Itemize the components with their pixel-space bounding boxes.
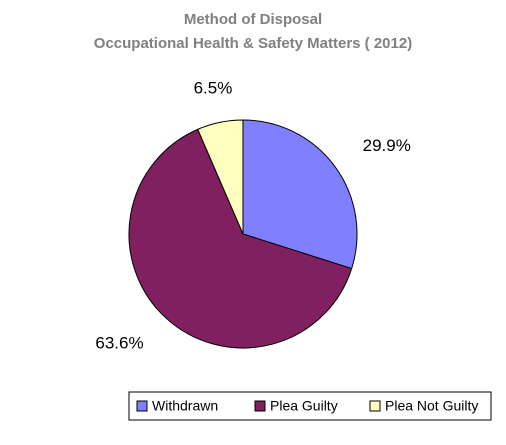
legend-swatch <box>254 400 266 412</box>
legend-label: Withdrawn <box>152 398 218 414</box>
legend-swatch <box>136 400 148 412</box>
pie-slice <box>128 128 353 349</box>
legend-box <box>128 391 492 421</box>
data-label: 63.6% <box>95 333 143 352</box>
data-label: 29.9% <box>363 136 411 155</box>
pie-slice <box>197 119 244 235</box>
chart-subtitle: Occupational Health & Safety Matters ( 2… <box>94 35 412 52</box>
data-label: 6.5% <box>194 78 233 97</box>
legend-swatch <box>369 400 381 412</box>
chart-title: Method of Disposal <box>184 11 322 28</box>
legend-label: Plea Guilty <box>270 398 338 414</box>
legend-label: Plea Not Guilty <box>385 398 478 414</box>
pie-slice <box>242 119 358 270</box>
